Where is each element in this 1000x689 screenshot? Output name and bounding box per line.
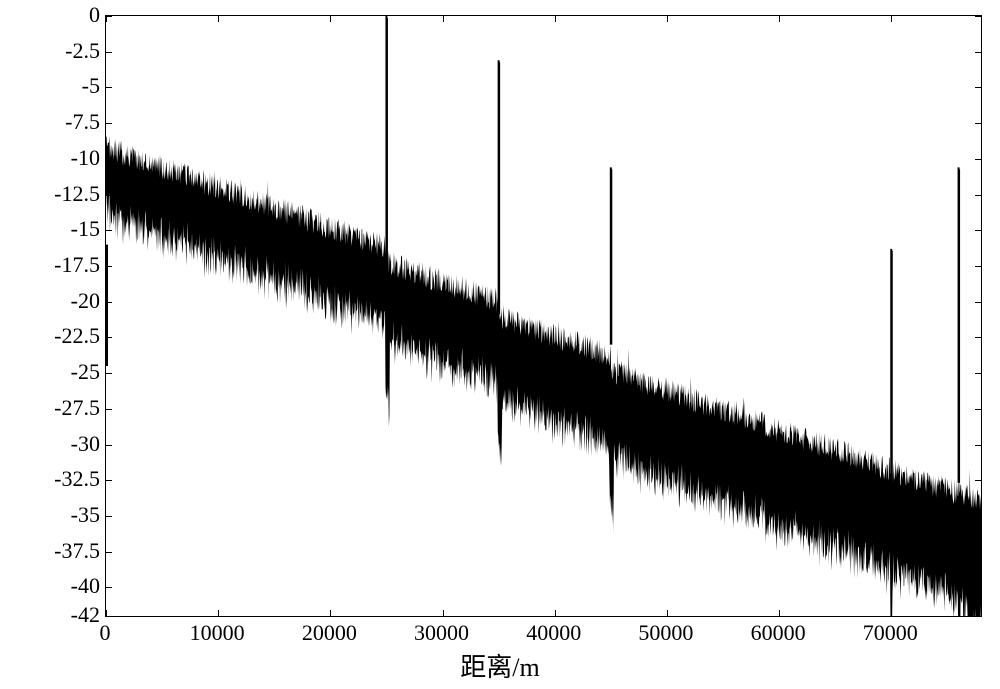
y-tick-label: -5 — [82, 73, 100, 99]
x-tick-label: 70000 — [863, 620, 918, 646]
x-tick-label: 30000 — [414, 620, 469, 646]
y-tick-label: -22.5 — [54, 323, 100, 349]
y-tick-label: -15 — [71, 216, 100, 242]
y-tick-label: -40 — [71, 573, 100, 599]
y-tick-label: 0 — [89, 2, 100, 28]
x-tick-label: 50000 — [638, 620, 693, 646]
y-tick-label: -32.5 — [54, 466, 100, 492]
x-tick-label: 10000 — [190, 620, 245, 646]
chart-container: 归一化反射系数/dB 距离/m 0-2.5-5-7.5-10-12.5-15-1… — [0, 0, 1000, 689]
x-tick-label: 20000 — [302, 620, 357, 646]
x-tick-label: 0 — [100, 620, 111, 646]
otdr-trace — [106, 16, 981, 616]
y-tick-label: -17.5 — [54, 252, 100, 278]
y-tick-label: -35 — [71, 502, 100, 528]
plot-area — [105, 15, 982, 617]
y-tick-label: -10 — [71, 145, 100, 171]
y-tick-label: -20 — [71, 288, 100, 314]
y-tick-label: -25 — [71, 359, 100, 385]
y-tick-label: -27.5 — [54, 395, 100, 421]
y-tick-label: -2.5 — [65, 38, 100, 64]
x-axis-label: 距离/m — [460, 647, 539, 684]
y-tick-label: -42 — [71, 602, 100, 628]
x-tick-label: 60000 — [751, 620, 806, 646]
y-tick-label: -30 — [71, 431, 100, 457]
y-tick-label: -12.5 — [54, 181, 100, 207]
x-tick-label: 40000 — [526, 620, 581, 646]
y-tick-label: -7.5 — [65, 109, 100, 135]
y-tick-label: -37.5 — [54, 538, 100, 564]
